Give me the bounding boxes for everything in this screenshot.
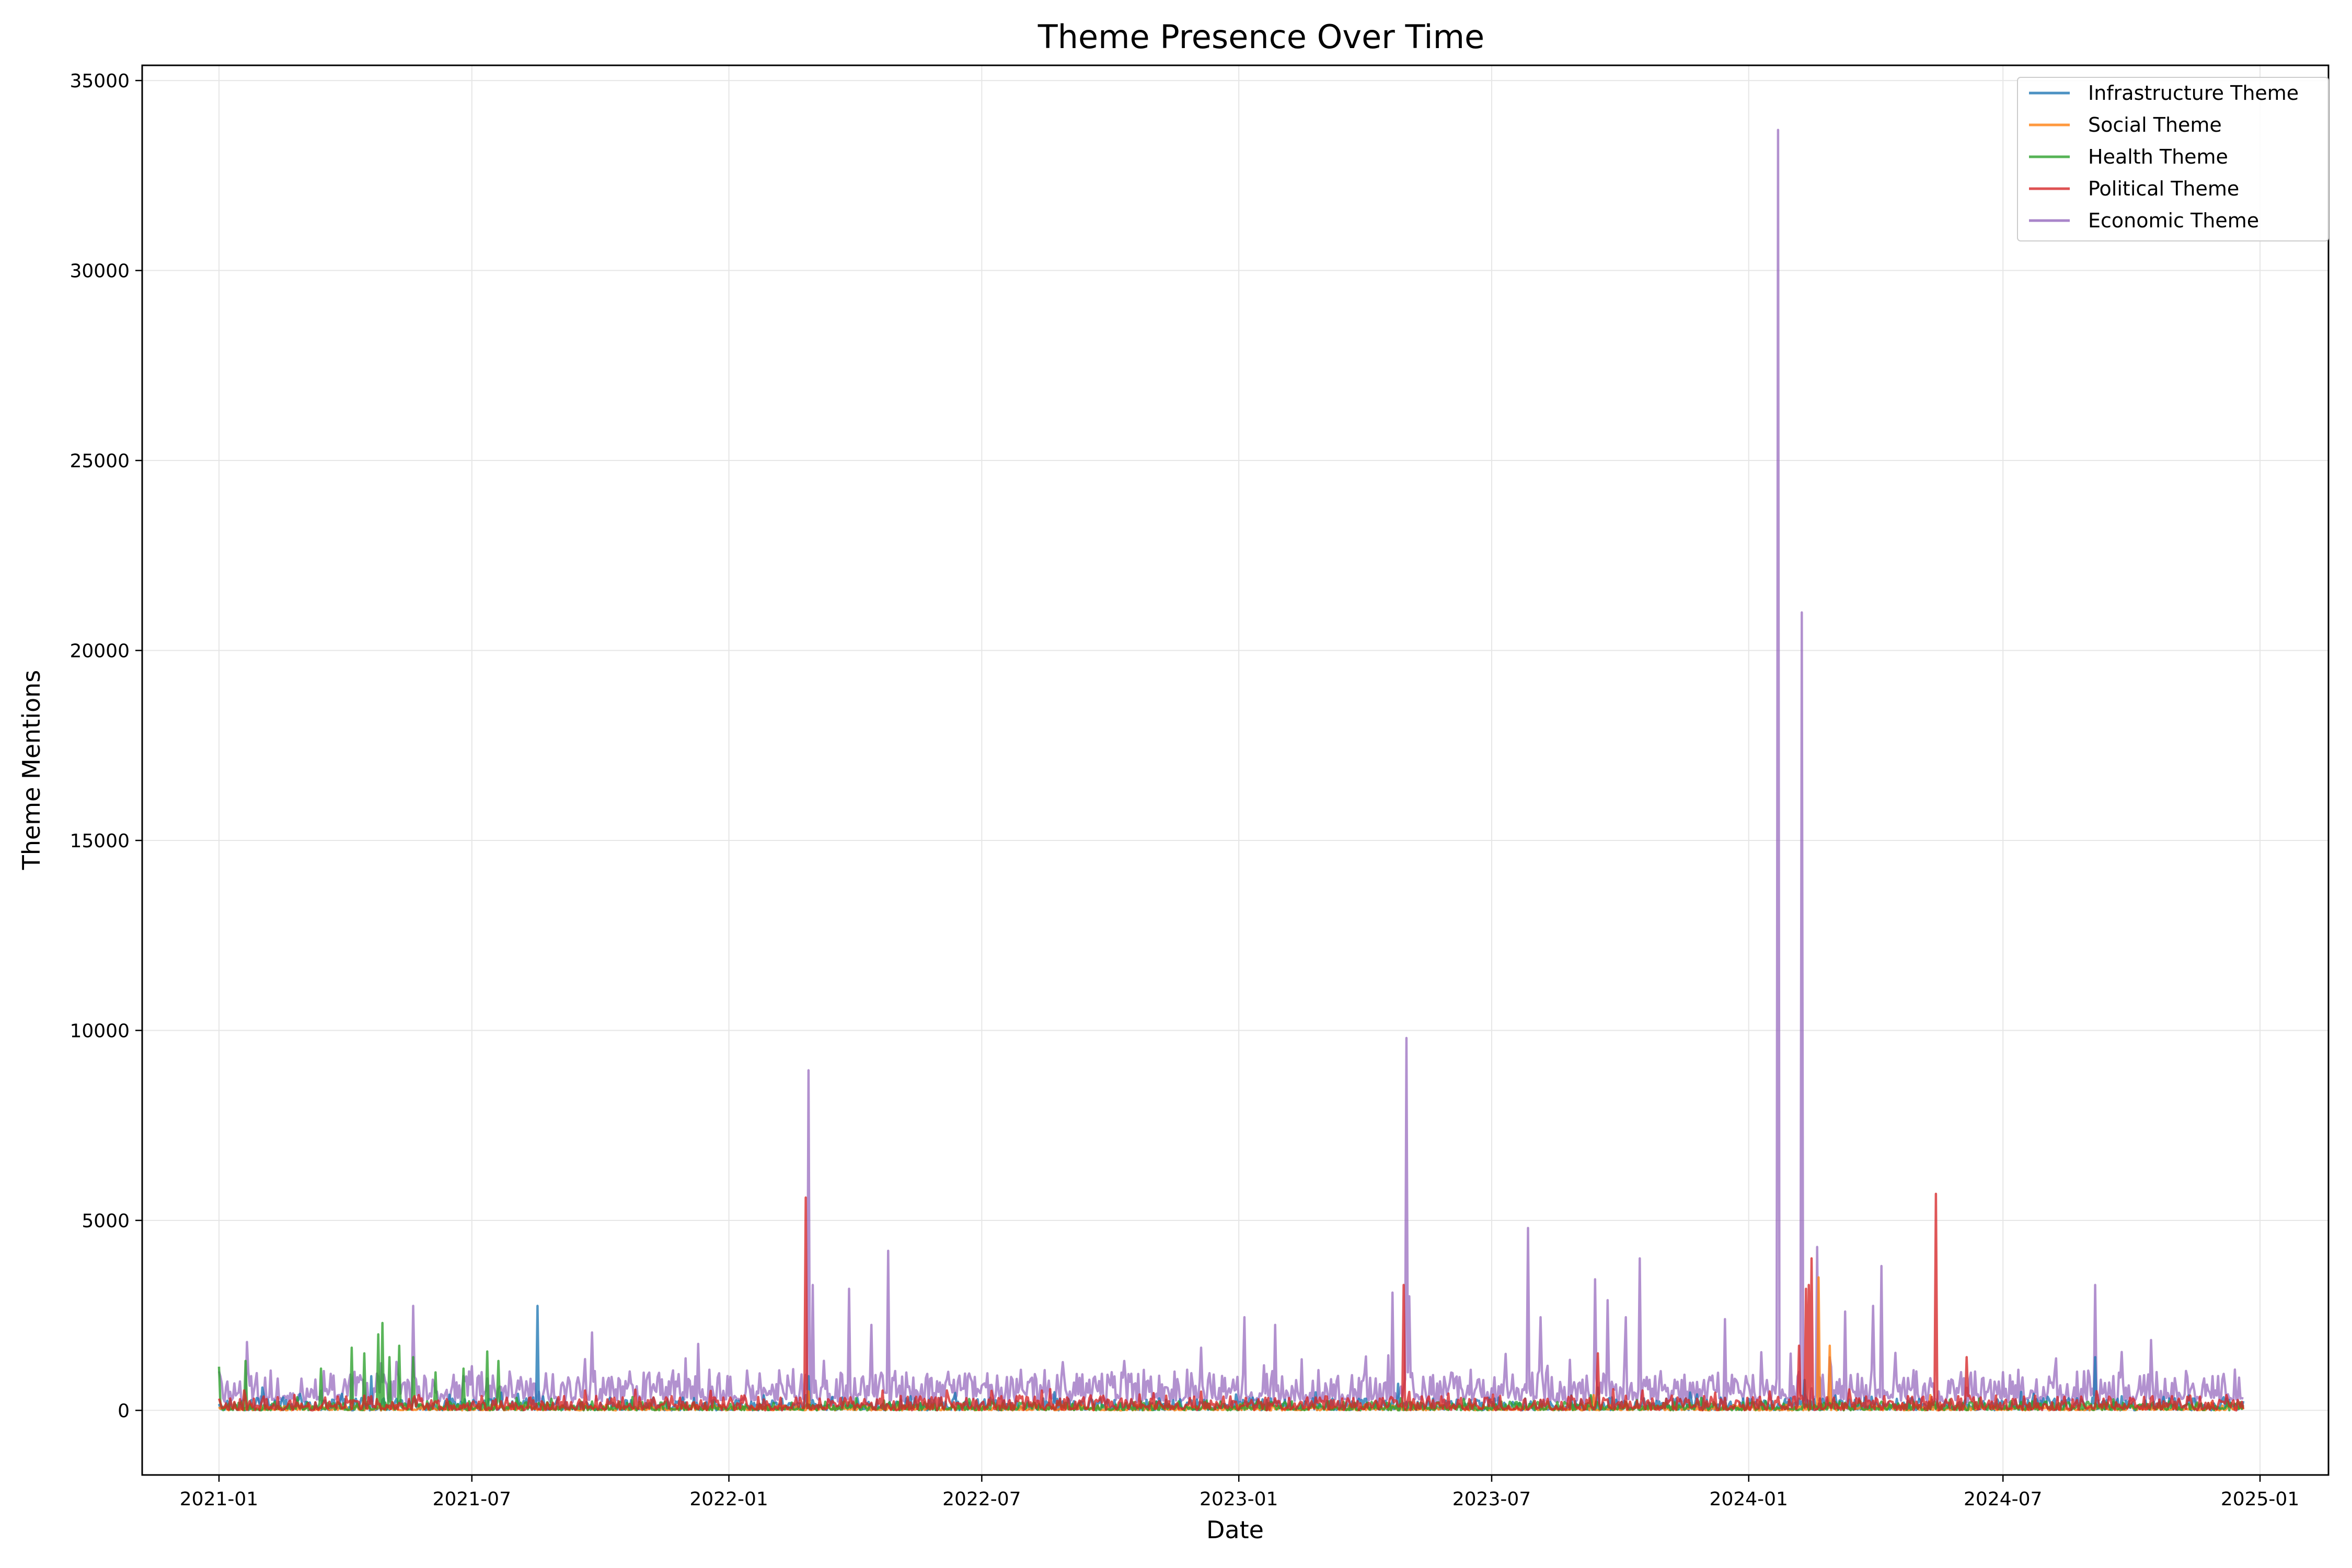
series-line <box>217 129 2244 1404</box>
x-tick-label: 2022-07 <box>942 1489 1021 1510</box>
legend-label: Political Theme <box>2088 177 2239 200</box>
series-layer <box>217 129 2245 1412</box>
y-tick-label: 5000 <box>82 1210 130 1232</box>
y-tick-label: 20000 <box>70 641 130 662</box>
y-tick-label: 10000 <box>70 1020 130 1042</box>
x-tick-label: 2024-07 <box>1964 1489 2042 1510</box>
x-axis-label: Date <box>1206 1516 1264 1544</box>
y-tick-label: 0 <box>118 1400 130 1422</box>
x-tick-label: 2023-07 <box>1452 1489 1531 1510</box>
legend: Infrastructure Theme Social Theme Health T… <box>2017 77 2329 241</box>
y-tick-label: 25000 <box>70 451 130 472</box>
legend-label: Social Theme <box>2088 113 2222 136</box>
y-tick-label: 15000 <box>70 831 130 852</box>
legend-label: Economic Theme <box>2088 209 2259 232</box>
x-tick-label: 2022-01 <box>689 1489 768 1510</box>
series-line <box>217 1192 2245 1412</box>
legend-box <box>2017 77 2329 241</box>
chart-title: Theme Presence Over Time <box>1037 18 1484 56</box>
x-tick-label: 2021-07 <box>433 1489 511 1510</box>
x-tick-label: 2025-01 <box>2221 1489 2299 1510</box>
y-tick-label: 35000 <box>70 71 130 92</box>
x-tick-label: 2024-01 <box>1710 1489 1788 1510</box>
x-tick-label: 2021-01 <box>180 1489 258 1510</box>
y-axis-label: Theme Mentions <box>17 670 45 871</box>
legend-label: Infrastructure Theme <box>2088 82 2299 105</box>
grid-layer <box>142 65 2328 1475</box>
plot-frame <box>141 64 2330 1476</box>
legend-label: Health Theme <box>2088 145 2228 168</box>
y-tick-label: 30000 <box>70 261 130 282</box>
x-tick-label: 2023-01 <box>1200 1489 1278 1510</box>
tick-layer: 2021-01 2021-07 2022-01 2022-07 2023-01 2023-… <box>70 71 2299 1510</box>
